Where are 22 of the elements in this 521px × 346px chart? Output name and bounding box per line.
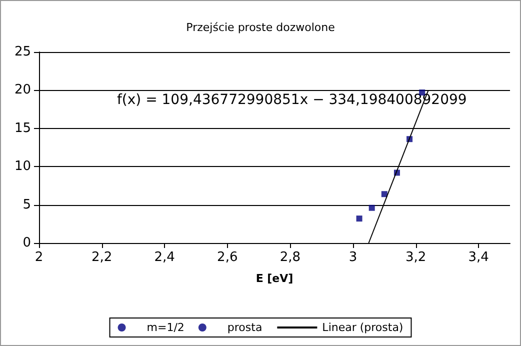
x-tick-label: 3,2: [405, 250, 426, 265]
x-tick-label: 3,4: [468, 250, 489, 265]
x-tick-label: 2,8: [280, 250, 301, 265]
x-tick-label: 2,2: [91, 250, 112, 265]
y-tick-label: 5: [22, 197, 31, 212]
x-axis-title: E [eV]: [256, 272, 294, 285]
y-tick-label: 0: [22, 236, 31, 250]
point: [356, 216, 362, 222]
y-tick-label: 15: [14, 120, 31, 136]
x-tick-label: 2,4: [154, 250, 175, 265]
legend-label: m=1/2: [146, 321, 184, 334]
y-tick-label: 10: [14, 159, 31, 174]
x-tick-label: 3: [348, 250, 358, 265]
y-tick-label: 20: [14, 82, 31, 98]
legend-label: Linear (prosta): [322, 321, 404, 334]
x-tick-label: 2: [34, 250, 44, 265]
point: [381, 191, 388, 198]
y-tick-label: 25: [14, 44, 31, 60]
x-tick-label: 2,6: [217, 250, 238, 265]
chart-title: Przejście proste dozwolone: [186, 21, 336, 34]
legend-label: prosta: [227, 321, 262, 334]
point: [368, 204, 375, 211]
